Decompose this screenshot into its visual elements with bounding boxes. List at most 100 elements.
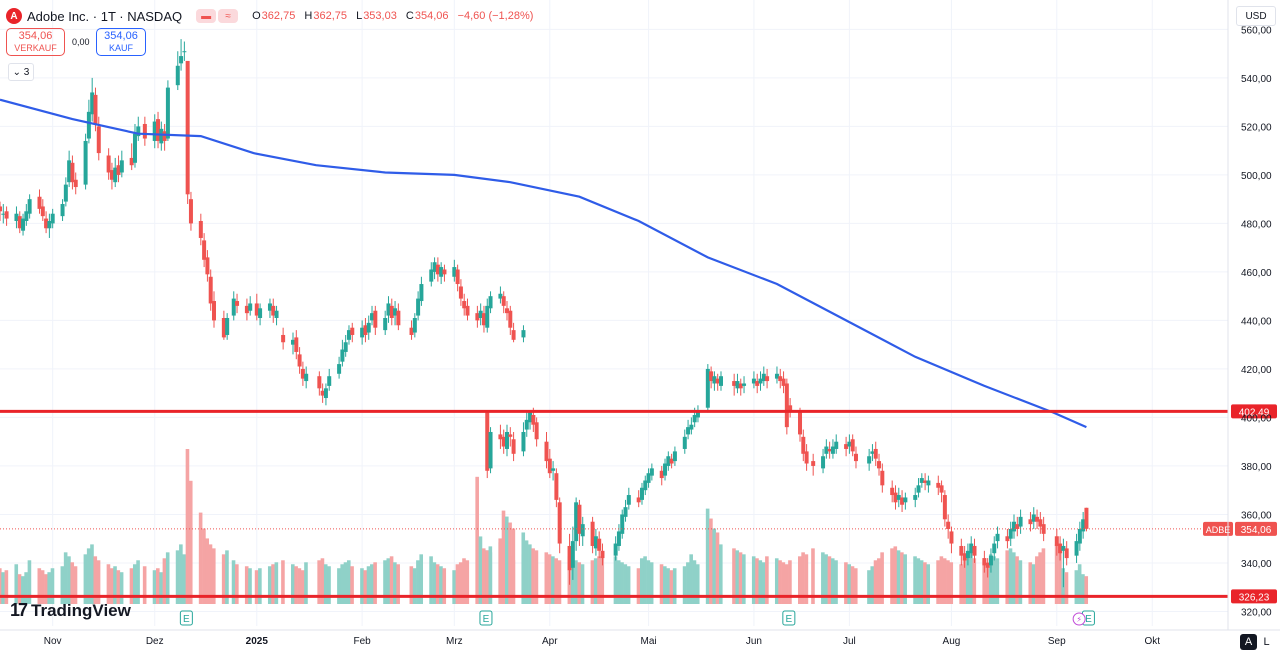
candle-body [949,531,954,544]
volume-bar [363,570,368,604]
buy-button[interactable]: 354,06 KAUF [96,28,146,56]
candle-body [0,206,2,212]
candle-body [946,521,951,529]
event-markers[interactable]: E E E E⚡ [179,610,1095,626]
candle-body [626,495,631,505]
volume-bar [639,558,644,604]
volume-bar [1058,546,1062,604]
volume-bar [267,566,272,604]
moving-average-line [0,98,1087,429]
candle-body [900,497,905,505]
market-status-icon[interactable]: ▬ [196,9,217,23]
candle-body [784,383,789,428]
candle-body [198,220,203,238]
volume-bar [248,568,252,604]
volume-bar [913,556,917,604]
volume-bars [0,449,1089,604]
indicators-count: 3 [23,66,30,78]
candle-body [267,303,272,311]
volume-bar [208,544,213,604]
candle-body [755,381,760,386]
time-axis[interactable]: Nov Dez 2025 Feb Mrz Apr Mai Jun Jul Aug Sep Okt [0,629,1280,647]
volume-bar [801,552,805,604]
volume-bar [689,554,693,604]
sell-button[interactable]: 354,06 VERKAUF [6,28,65,56]
indicators-toggle-button[interactable]: ⌄ 3 [8,63,34,81]
volume-bar [1038,552,1042,604]
candle-body [465,305,470,316]
volume-bar [824,554,828,604]
volume-bar [132,564,137,604]
volume-bar [900,552,904,604]
auto-scale-button[interactable]: A [1240,634,1257,650]
candle-body [511,330,516,340]
candle-body [959,545,964,556]
candle-body [738,383,743,389]
volume-bar [254,570,259,604]
candle-body [1028,519,1033,525]
candle-body [867,456,872,464]
volume-bar [455,564,460,604]
volume-bar [360,568,364,604]
volume-bar [1081,574,1085,604]
candle-body [412,318,417,333]
horizontal-levels[interactable]: 402,49 326,23 [0,404,1277,604]
candle-body [478,310,483,318]
data-feed-icon[interactable]: ≈ [218,9,239,23]
x-tick-label: Mai [641,636,657,647]
volume-bar [834,560,838,604]
x-tick-label: Feb [354,636,372,647]
volume-bar [511,528,516,604]
x-tick-label: Mrz [446,636,463,647]
volume-bar [692,560,697,604]
volume-bar [498,538,503,604]
volume-bar [93,556,98,604]
candle-body [613,543,618,556]
candle-body [659,470,664,479]
volume-bar [524,540,529,604]
dividend-marker-label: ⚡ [1076,615,1082,624]
x-tick-label: Aug [943,636,961,647]
volume-bar [1041,548,1046,604]
volume-bar [488,546,493,604]
candle-body [646,473,651,483]
candle-body [485,412,490,471]
candle-body [751,378,756,384]
volume-bar [136,560,140,604]
candle-body [709,371,714,382]
volume-bar [327,566,331,604]
candle-body [14,213,19,221]
price-axis[interactable]: 320,00 340,00 360,00 380,00 400,00 420,00 440,… [1227,0,1272,630]
tradingview-logo[interactable]: 17 TradingView [10,600,131,621]
volume-bar [853,568,858,604]
volume-bar [162,558,167,604]
candle-body [554,473,559,500]
candle-body [926,480,931,486]
candle-body [593,536,598,549]
volume-bar [827,556,832,604]
candle-body [847,441,852,447]
candle-body [320,390,325,396]
volume-bar [244,566,249,604]
volume-bar [90,544,94,604]
volume-bar [231,560,236,604]
volume-bar [106,564,111,604]
candle-body [37,196,42,209]
volume-bar [274,562,279,604]
candle-body [129,157,134,166]
x-tick-label: Okt [1144,636,1160,647]
symbol-title[interactable]: Adobe Inc. · 1T · NASDAQ [27,8,183,24]
volume-bar [620,562,624,604]
currency-button[interactable]: USD [1236,6,1276,26]
y-tick-label: 500,00 [1241,171,1272,182]
volume-bar [985,562,990,604]
log-scale-button[interactable]: L [1263,636,1270,648]
candle-body [185,60,190,195]
candle-body [965,550,970,559]
volume-bar [735,550,740,604]
volume-bar [432,562,437,604]
volume-bar [40,570,45,604]
volume-bar [557,560,562,604]
volume-bar [784,564,789,604]
